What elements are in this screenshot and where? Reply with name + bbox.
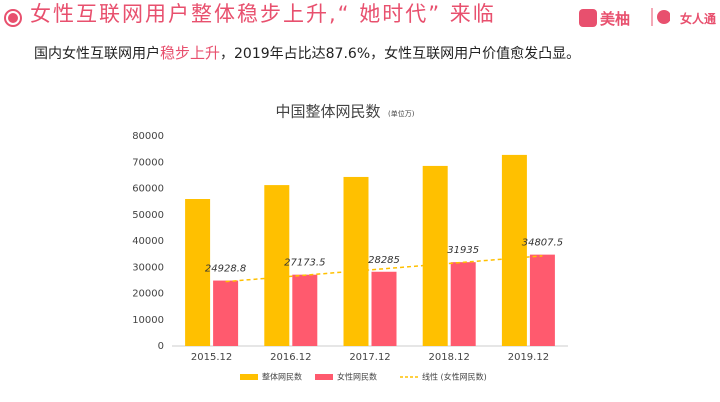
legend-label: 整体网民数	[262, 372, 302, 382]
bar	[529, 254, 555, 346]
logo: 女人通	[680, 12, 717, 26]
legend-label: 女性网民数	[337, 372, 377, 382]
bar	[343, 176, 369, 346]
logo-icon	[579, 9, 597, 27]
data-label: 34807.5	[522, 238, 563, 249]
y-tick-label: 60000	[132, 184, 164, 195]
y-tick-label: 0	[158, 341, 164, 352]
bar	[371, 271, 397, 346]
chart-title: 中国整体网民数	[275, 103, 380, 121]
bar	[292, 274, 318, 346]
x-tick-label: 2018.12	[429, 352, 470, 363]
subtitle: 国内女性互联网用户稳步上升，2019年占比达87.6%，女性互联网用户价值愈发凸…	[34, 42, 580, 63]
y-tick-label: 50000	[132, 210, 164, 221]
trendline	[225, 255, 543, 283]
bar	[422, 165, 448, 346]
logo-divider	[651, 8, 670, 26]
x-tick-label: 2019.12	[508, 352, 549, 363]
data-label: 31935	[447, 245, 479, 256]
y-tick-label: 30000	[132, 262, 164, 273]
subtitle-text: ，2019年占比达87.6%，女性互联网用户价值愈发凸显。	[220, 46, 581, 62]
bar	[213, 280, 239, 346]
y-tick-label: 70000	[132, 157, 164, 168]
bar	[450, 262, 476, 346]
subtitle-text: 国内女性互联网用户	[34, 46, 160, 62]
bar	[185, 199, 211, 346]
y-tick-label: 40000	[132, 236, 164, 247]
subtitle-highlight: 稳步上升	[160, 44, 221, 62]
bar	[264, 185, 290, 346]
data-label: 24928.8	[205, 264, 246, 275]
logo: 美柚	[600, 10, 631, 28]
bar	[501, 154, 527, 346]
y-tick-label: 10000	[132, 315, 164, 326]
data-label: 27173.5	[284, 258, 325, 269]
chart-unit: (单位万)	[388, 109, 415, 118]
legend-swatch	[240, 374, 258, 380]
legend-swatch	[315, 374, 333, 380]
x-tick-label: 2017.12	[349, 352, 390, 363]
title-icon	[4, 9, 22, 27]
data-label: 28285	[368, 255, 400, 266]
x-tick-label: 2016.12	[270, 352, 311, 363]
title: 女性互联网用户整体稳步上升,“ 她时代” 来临	[30, 2, 496, 26]
legend-label: 线性 (女性网民数)	[422, 372, 487, 382]
y-tick-label: 20000	[132, 289, 164, 300]
x-tick-label: 2015.12	[191, 352, 232, 363]
y-tick-label: 80000	[132, 131, 164, 142]
